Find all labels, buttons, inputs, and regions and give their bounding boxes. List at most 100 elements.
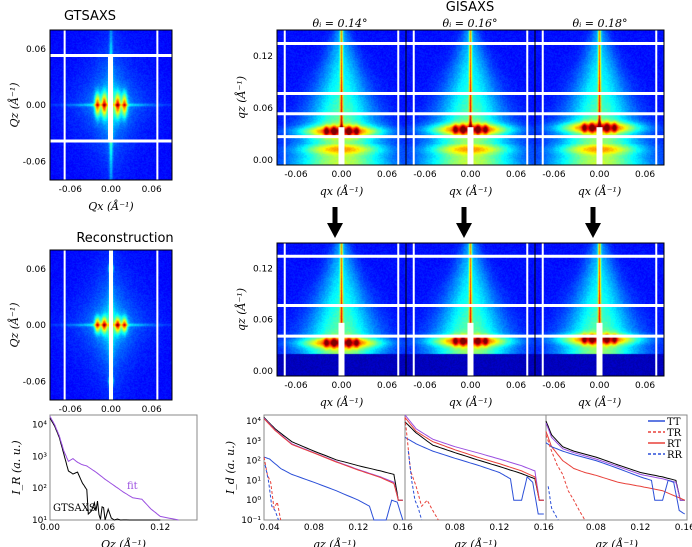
gtsaxs-ytick-label: -0.06 bbox=[23, 157, 47, 167]
gisaxs-measured-3-frame bbox=[534, 29, 665, 166]
id-plot-3-series-fit bbox=[545, 422, 685, 501]
id-plot-2-xtick-label: 0.16 bbox=[534, 523, 554, 533]
ir-plot-xtick-label: 0.12 bbox=[150, 523, 170, 533]
id-plot-3-xtick-label: 0.16 bbox=[675, 523, 692, 533]
gisaxs-measured-1-ylabel: qz (Å⁻¹) bbox=[234, 76, 248, 119]
ir-plot-ytick-label: 10² bbox=[32, 484, 47, 494]
gisaxs-reconstructed-1-ytick-label: 0.06 bbox=[253, 316, 273, 326]
id-plot-1-series-tt bbox=[263, 456, 404, 521]
gisaxs-reconstructed-1-xtick-label: -0.06 bbox=[284, 381, 308, 391]
gisaxs-reconstructed-2-xlabel: qx (Å⁻¹) bbox=[449, 395, 492, 409]
id-plot-1-ytick-label: 10⁴ bbox=[246, 417, 261, 427]
ir-plot-ytick-label: 10⁴ bbox=[32, 421, 47, 431]
reconstruction-ytick-label: 0.00 bbox=[26, 321, 46, 331]
gisaxs-reconstructed-1-beamstop bbox=[338, 322, 345, 376]
id-plot-1-ytick-label: 10⁰ bbox=[246, 496, 261, 506]
ir-plot-ytick-label: 10¹ bbox=[32, 516, 47, 526]
ir-plot-xlabel: Qz (Å⁻¹) bbox=[101, 537, 146, 547]
gisaxs-reconstructed-3-xtick-label: 0.06 bbox=[635, 381, 655, 391]
id-plot-1-ytick-label: 10¹ bbox=[246, 476, 261, 486]
ir-plot-frame bbox=[49, 414, 198, 521]
id-plot-2-series-fit bbox=[404, 414, 544, 501]
gisaxs-measured-2-beamstop bbox=[467, 127, 474, 165]
reconstruction-frame bbox=[49, 249, 173, 401]
id-plot-1-xtick-label: 0.04 bbox=[260, 523, 280, 533]
gtsaxs-ytick-label: 0.00 bbox=[26, 101, 46, 111]
id-plot-1-xtick-label: 0.12 bbox=[348, 523, 368, 533]
gtsaxs-ytick-label: 0.06 bbox=[26, 45, 46, 55]
gisaxs-measured-3-xtick-label: 0.00 bbox=[589, 170, 609, 180]
id-plot-2-xtick-label: 0.08 bbox=[445, 523, 465, 533]
gisaxs-reconstructed-1-ytick-label: 0.00 bbox=[253, 367, 273, 377]
gtsaxs-xtick-label: -0.06 bbox=[59, 185, 83, 195]
gisaxs-reconstructed-1-xtick-label: 0.06 bbox=[377, 381, 397, 391]
id-plot-1-series-tr bbox=[263, 456, 282, 521]
id-plot-1-xlabel: qz (Å⁻¹) bbox=[313, 537, 356, 547]
id-plot-3-xlabel: qz (Å⁻¹) bbox=[595, 537, 638, 547]
ir-plot-xtick-label: 0.06 bbox=[95, 523, 115, 533]
gisaxs-reconstructed-3-beamstop bbox=[596, 322, 603, 376]
gisaxs-reconstructed-3-xlabel: qx (Å⁻¹) bbox=[578, 395, 621, 409]
reconstruction-ytick-label: -0.06 bbox=[23, 377, 47, 387]
gisaxs-measured-1-xtick-label: -0.06 bbox=[284, 170, 308, 180]
gtsaxs-xlabel: Qx (Å⁻¹) bbox=[88, 199, 133, 213]
id-plot-2-series-tt bbox=[404, 436, 544, 515]
gisaxs-reconstructed-2-beamstop bbox=[467, 322, 474, 376]
id-plot-3-xtick-label: 0.08 bbox=[586, 523, 606, 533]
id-plot-1-xtick-label: 0.16 bbox=[393, 523, 413, 533]
id-plot-2-series-tr bbox=[404, 417, 439, 521]
gisaxs-measured-3-xlabel: qx (Å⁻¹) bbox=[578, 184, 621, 198]
gtsaxs-xtick-label: 0.00 bbox=[101, 185, 121, 195]
gtsaxs-title: GTSAXS bbox=[64, 9, 116, 24]
gisaxs-reconstructed-1-ylabel: qz (Å⁻¹) bbox=[234, 288, 248, 331]
id-plot-2-series-rt bbox=[404, 417, 544, 501]
reconstruction-xtick-label: 0.00 bbox=[101, 405, 121, 415]
gisaxs-measured-3-beamstop bbox=[596, 127, 603, 165]
id-plot-1-ylabel: I_d (a. u.) bbox=[224, 441, 237, 495]
gisaxs-reconstructed-2-xtick-label: 0.06 bbox=[506, 381, 526, 391]
gisaxs-measured-2-xtick-label: 0.00 bbox=[460, 170, 480, 180]
gisaxs-measured-1-xlabel: qx (Å⁻¹) bbox=[320, 184, 363, 198]
id-plot-1-series-rt bbox=[263, 418, 403, 501]
gisaxs-title: GISAXS bbox=[446, 0, 494, 15]
gisaxs-measured-1-ytick-label: 0.00 bbox=[253, 156, 273, 166]
legend-label-tt: TT bbox=[667, 417, 681, 428]
gisaxs-measured-2-xtick-label: -0.06 bbox=[413, 170, 437, 180]
id-plot-1-ytick-label: 10⁻¹ bbox=[241, 516, 261, 526]
gisaxs-reconstructed-3-frame bbox=[534, 242, 665, 377]
legend-label-rt: RT bbox=[667, 439, 681, 450]
reconstruction-beamstop bbox=[109, 250, 113, 400]
gtsaxs-xtick-label: 0.06 bbox=[142, 185, 162, 195]
id-plot-2-series-rr bbox=[407, 451, 423, 521]
gtsaxs-beamstop bbox=[108, 55, 113, 141]
gisaxs-reconstructed-1-xlabel: qx (Å⁻¹) bbox=[320, 395, 363, 409]
id-plot-1-ytick-label: 10² bbox=[246, 457, 261, 467]
id-plot-3-series-rr bbox=[547, 486, 559, 521]
gisaxs-measured-2-xtick-label: 0.06 bbox=[506, 170, 526, 180]
gisaxs-measured-3-xtick-label: -0.06 bbox=[542, 170, 566, 180]
legend-label-rr: RR bbox=[667, 450, 683, 461]
legend-label-tr: TR bbox=[667, 428, 682, 439]
reconstruction-ytick-label: 0.06 bbox=[26, 265, 46, 275]
gisaxs-reconstructed-2-xtick-label: 0.00 bbox=[460, 381, 480, 391]
id-plot-1-ytick-label: 10³ bbox=[246, 437, 261, 447]
down-arrow-head-icon bbox=[585, 223, 601, 238]
ir-plot-series-fit bbox=[49, 416, 179, 521]
reconstruction-xtick-label: -0.06 bbox=[59, 405, 83, 415]
theta-label-2: θᵢ = 0.16° bbox=[442, 17, 497, 30]
ir-plot-xtick-label: 0.00 bbox=[40, 523, 60, 533]
theta-label-3: θᵢ = 0.18° bbox=[572, 17, 627, 30]
id-plot-1-series-rr bbox=[264, 464, 279, 521]
id-plot-2-xlabel: qz (Å⁻¹) bbox=[454, 537, 497, 547]
gisaxs-reconstructed-1-ytick-label: 0.12 bbox=[253, 265, 273, 275]
gisaxs-measured-1-beamstop bbox=[338, 127, 345, 165]
ir-plot-ylabel: I_R (a. u.) bbox=[10, 440, 23, 495]
gtsaxs-ylabel: Qz (Å⁻¹) bbox=[7, 82, 21, 127]
reconstruction-xtick-label: 0.06 bbox=[142, 405, 162, 415]
gisaxs-measured-3-xtick-label: 0.06 bbox=[635, 170, 655, 180]
gisaxs-measured-1-ytick-label: 0.12 bbox=[253, 52, 273, 62]
id-plot-1-frame bbox=[263, 414, 406, 521]
